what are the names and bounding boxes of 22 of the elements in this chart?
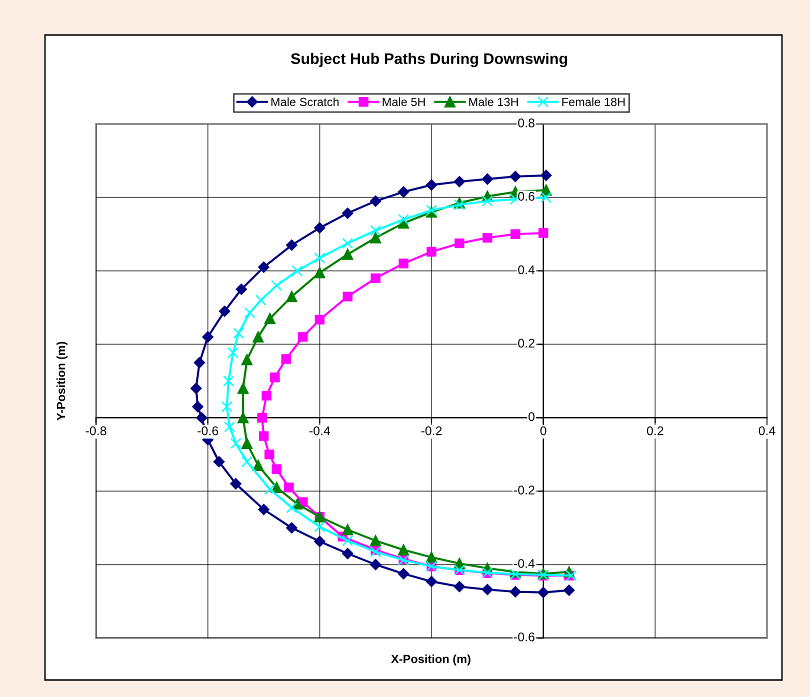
legend-label: Female 18H: [562, 97, 625, 106]
legend-label: Male Scratch: [271, 97, 339, 106]
x-tick-label: 0: [540, 426, 546, 436]
x-tick-label: 0.4: [758, 426, 776, 436]
y-tick-label: 0.6: [518, 192, 534, 201]
legend-label: Male 13H: [469, 97, 518, 106]
x-tick-label: -0.8: [86, 426, 106, 436]
x-axis-title: X-Position (m): [391, 654, 470, 666]
y-axis-title: Y-Position (m): [56, 342, 68, 420]
y-tick-label: -0.6: [514, 632, 534, 642]
chart-title: Subject Hub Paths During Downswing: [290, 52, 568, 68]
x-tick-label: -0.6: [198, 426, 218, 436]
y-tick-label: -0.4: [514, 559, 535, 568]
y-tick-label: 0.2: [518, 338, 534, 348]
y-tick-label: -0.2: [514, 486, 534, 494]
y-tick-label: 0.8: [518, 118, 534, 128]
x-tick-label: -0.2: [421, 426, 442, 436]
y-tick-label: 0: [528, 412, 535, 422]
x-tick-label: 0.2: [646, 426, 664, 436]
legend-label: Male 5H: [382, 97, 425, 106]
x-tick-label: -0.4: [309, 426, 330, 436]
y-tick-label: 0.4: [518, 265, 535, 274]
